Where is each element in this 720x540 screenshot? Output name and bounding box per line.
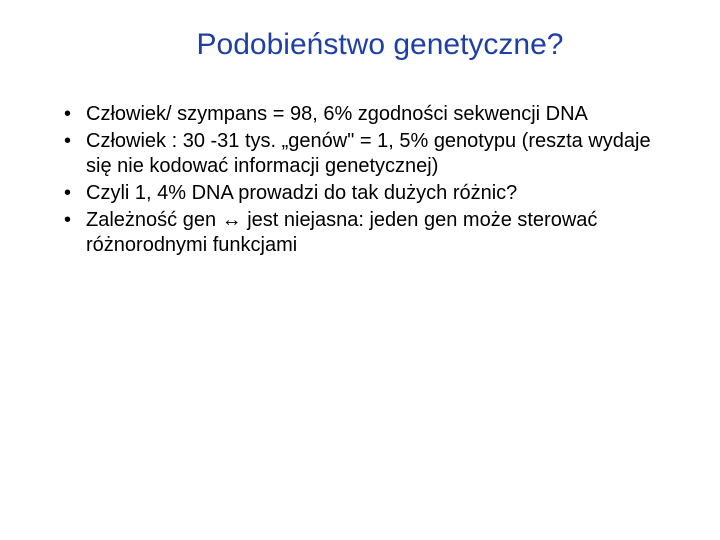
bullet-item: Zależność gen ↔ jest niejasna: jeden gen…: [60, 208, 670, 258]
slide-title: Podobieństwo genetyczne?: [50, 28, 670, 62]
bullet-item: Czyli 1, 4% DNA prowadzi do tak dużych r…: [60, 181, 670, 206]
bullet-item: Człowiek/ szympans = 98, 6% zgodności se…: [60, 102, 670, 127]
slide-container: Podobieństwo genetyczne? Człowiek/ szymp…: [0, 0, 720, 540]
bullet-item: Człowiek : 30 -31 tys. „genów" = 1, 5% g…: [60, 129, 670, 179]
bullet-list: Człowiek/ szympans = 98, 6% zgodności se…: [50, 102, 670, 258]
